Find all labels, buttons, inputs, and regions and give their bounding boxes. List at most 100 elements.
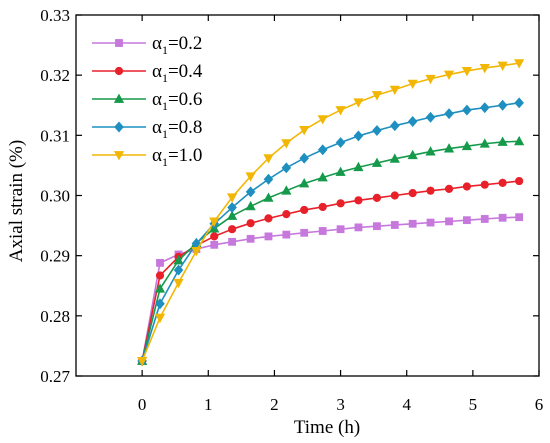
data-point: [444, 184, 454, 193]
data-point: [226, 193, 238, 203]
x-tick-label: 2: [270, 395, 279, 414]
y-axis-title: Axial strain (%): [6, 140, 27, 262]
data-point: [155, 271, 165, 280]
data-point: [371, 91, 383, 101]
data-point: [318, 227, 327, 235]
data-point: [479, 138, 490, 148]
series-line: [141, 102, 520, 362]
series-2: [138, 176, 524, 366]
data-point: [407, 149, 418, 160]
legend-item: α1=0.6: [92, 89, 202, 113]
data-point: [210, 232, 219, 241]
data-point: [498, 213, 507, 222]
data-point: [317, 144, 328, 156]
data-point: [335, 137, 346, 149]
data-point: [373, 222, 381, 231]
data-point: [281, 185, 292, 195]
data-point: [372, 193, 382, 203]
data-point: [263, 192, 274, 202]
data-point: [335, 166, 346, 176]
legend-swatch-marker: [115, 39, 123, 47]
data-point: [226, 210, 238, 220]
data-point: [156, 258, 164, 267]
y-tick-label: 0.29: [40, 247, 70, 266]
data-point: [445, 217, 453, 226]
data-point: [210, 240, 219, 249]
data-point: [353, 130, 364, 142]
data-point: [155, 298, 165, 310]
data-point: [246, 234, 255, 243]
data-point: [245, 172, 256, 182]
data-point: [389, 153, 400, 163]
data-point: [173, 278, 184, 289]
data-point: [515, 213, 524, 222]
x-tick-label: 0: [138, 395, 147, 414]
data-point: [336, 199, 345, 208]
data-point: [318, 202, 327, 212]
legend-item: α1=0.4: [92, 61, 203, 85]
data-point: [443, 70, 455, 80]
x-tick-label: 5: [469, 395, 478, 414]
data-point: [514, 97, 524, 109]
data-point: [408, 188, 417, 198]
legend-label: α1=0.4: [152, 61, 203, 85]
data-point: [227, 225, 237, 234]
data-point: [408, 219, 417, 228]
data-point: [480, 215, 489, 223]
data-point: [407, 79, 418, 90]
data-point: [264, 214, 273, 223]
data-point: [154, 313, 166, 324]
data-point: [425, 146, 436, 156]
data-point: [390, 191, 399, 200]
data-point: [498, 178, 507, 187]
legend-item: α1=1.0: [92, 145, 202, 169]
legend-label: α1=0.8: [152, 117, 202, 141]
data-point: [353, 161, 364, 172]
data-point: [282, 230, 291, 239]
data-point: [300, 228, 309, 237]
data-point: [426, 186, 435, 195]
y-tick-label: 0.28: [40, 307, 70, 326]
data-point: [407, 116, 418, 127]
data-point: [336, 225, 345, 234]
data-point: [425, 111, 436, 123]
x-tick-label: 4: [402, 395, 411, 414]
data-point: [335, 106, 346, 116]
data-point: [514, 59, 525, 69]
data-point: [371, 157, 383, 167]
data-point: [209, 217, 220, 227]
series-line: [141, 180, 520, 362]
legend-item: α1=0.8: [92, 117, 202, 141]
data-point: [462, 182, 472, 191]
data-point: [497, 136, 508, 146]
legend-item: α1=0.2: [92, 33, 202, 57]
legend-swatch-marker: [114, 66, 124, 76]
data-point: [372, 125, 382, 136]
legend-label: α1=1.0: [152, 145, 202, 169]
data-point: [191, 246, 202, 257]
data-point: [299, 126, 310, 136]
data-point: [300, 205, 309, 215]
data-point: [154, 283, 166, 293]
data-point: [389, 85, 400, 96]
x-tick-label: 1: [204, 395, 213, 414]
data-point: [245, 186, 256, 198]
legend-label: α1=0.2: [152, 33, 202, 57]
data-point: [281, 162, 292, 174]
legend-swatch-marker: [114, 121, 124, 133]
data-point: [461, 67, 473, 77]
series-1: [138, 213, 524, 365]
data-point: [354, 223, 363, 232]
data-point: [317, 172, 328, 182]
data-point: [246, 219, 255, 228]
data-point: [137, 357, 148, 367]
x-tick-label: 3: [336, 395, 345, 414]
data-point: [461, 140, 473, 151]
legend-swatch-marker: [113, 151, 125, 161]
data-point: [497, 61, 508, 71]
x-axis-title: Time (h): [294, 417, 360, 438]
data-point: [299, 152, 309, 164]
data-point: [264, 232, 273, 241]
data-point: [443, 143, 455, 153]
